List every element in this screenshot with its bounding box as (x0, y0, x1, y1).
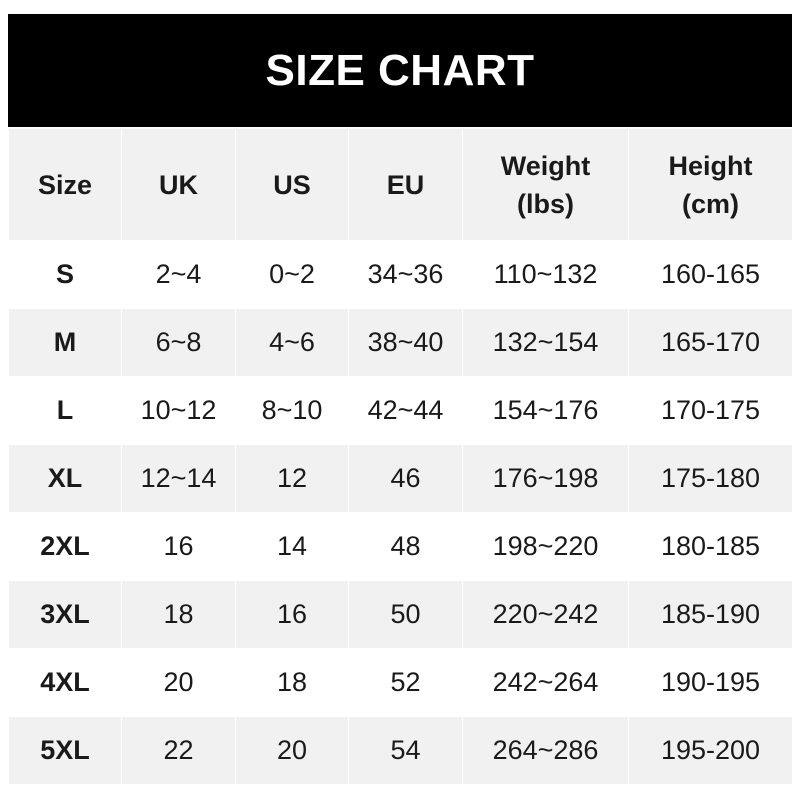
table-cell: 198~220 (462, 512, 629, 581)
size-cell: M (8, 308, 122, 377)
table-row: L 10~12 8~10 42~44 154~176 170-175 (8, 376, 793, 445)
size-table: Size UK US EU Weight (lbs) Height (cm) S 2~4 0~2 3… (8, 128, 793, 785)
column-header-text: Height (668, 150, 753, 181)
table-cell: 16 (121, 512, 236, 581)
column-header-text: UK (159, 169, 198, 200)
table-cell: 10~12 (121, 376, 236, 445)
table-cell: 12 (235, 444, 349, 513)
table-cell: 264~286 (462, 716, 629, 785)
table-cell: 52 (348, 648, 463, 717)
table-cell: 176~198 (462, 444, 629, 513)
table-row: 4XL 20 18 52 242~264 190-195 (8, 648, 793, 717)
table-cell: 165-170 (628, 308, 793, 377)
table-cell: 220~242 (462, 580, 629, 649)
column-header-text: (cm) (681, 188, 739, 219)
table-cell: 12~14 (121, 444, 236, 513)
table-cell: 110~132 (462, 240, 629, 309)
table-cell: 175-180 (628, 444, 793, 513)
table-cell: 16 (235, 580, 349, 649)
table-cell: 6~8 (121, 308, 236, 377)
table-row: S 2~4 0~2 34~36 110~132 160-165 (8, 240, 793, 309)
column-header-text: EU (386, 169, 425, 200)
chart-title: SIZE CHART (8, 14, 792, 127)
size-cell: 3XL (8, 580, 122, 649)
table-row: 5XL 22 20 54 264~286 195-200 (8, 716, 793, 785)
table-cell: 50 (348, 580, 463, 649)
column-header: EU (348, 128, 463, 241)
table-cell: 54 (348, 716, 463, 785)
column-header-text: Size (37, 169, 93, 200)
table-cell: 195-200 (628, 716, 793, 785)
table-cell: 0~2 (235, 240, 349, 309)
table-cell: 132~154 (462, 308, 629, 377)
size-cell: XL (8, 444, 122, 513)
table-cell: 170-175 (628, 376, 793, 445)
header-row: Size UK US EU Weight (lbs) Height (cm) (8, 128, 793, 241)
table-cell: 4~6 (235, 308, 349, 377)
table-cell: 190-195 (628, 648, 793, 717)
table-cell: 20 (121, 648, 236, 717)
table-row: XL 12~14 12 46 176~198 175-180 (8, 444, 793, 513)
table-cell: 18 (121, 580, 236, 649)
size-cell: S (8, 240, 122, 309)
column-header-text: US (273, 169, 311, 200)
table-cell: 46 (348, 444, 463, 513)
table-cell: 2~4 (121, 240, 236, 309)
column-header: Height (cm) (628, 128, 793, 241)
column-header-text: (lbs) (517, 188, 574, 219)
table-cell: 14 (235, 512, 349, 581)
table-cell: 185-190 (628, 580, 793, 649)
table-cell: 48 (348, 512, 463, 581)
table-row: 3XL 18 16 50 220~242 185-190 (8, 580, 793, 649)
table-cell: 42~44 (348, 376, 463, 445)
table-cell: 34~36 (348, 240, 463, 309)
size-cell: 2XL (8, 512, 122, 581)
table-cell: 154~176 (462, 376, 629, 445)
size-chart: SIZE CHART Size UK US EU Weight (lbs) Height (c… (8, 14, 793, 785)
table-cell: 180-185 (628, 512, 793, 581)
column-header: Weight (lbs) (462, 128, 629, 241)
column-header-text: Weight (500, 150, 591, 181)
column-header: UK (121, 128, 236, 241)
table-cell: 18 (235, 648, 349, 717)
table-row: M 6~8 4~6 38~40 132~154 165-170 (8, 308, 793, 377)
size-cell: 4XL (8, 648, 122, 717)
column-header: US (235, 128, 349, 241)
table-cell: 38~40 (348, 308, 463, 377)
column-header: Size (8, 128, 122, 241)
table-cell: 22 (121, 716, 236, 785)
size-cell: 5XL (8, 716, 122, 785)
table-cell: 8~10 (235, 376, 349, 445)
table-cell: 160-165 (628, 240, 793, 309)
table-cell: 242~264 (462, 648, 629, 717)
size-cell: L (8, 376, 122, 445)
table-row: 2XL 16 14 48 198~220 180-185 (8, 512, 793, 581)
table-cell: 20 (235, 716, 349, 785)
